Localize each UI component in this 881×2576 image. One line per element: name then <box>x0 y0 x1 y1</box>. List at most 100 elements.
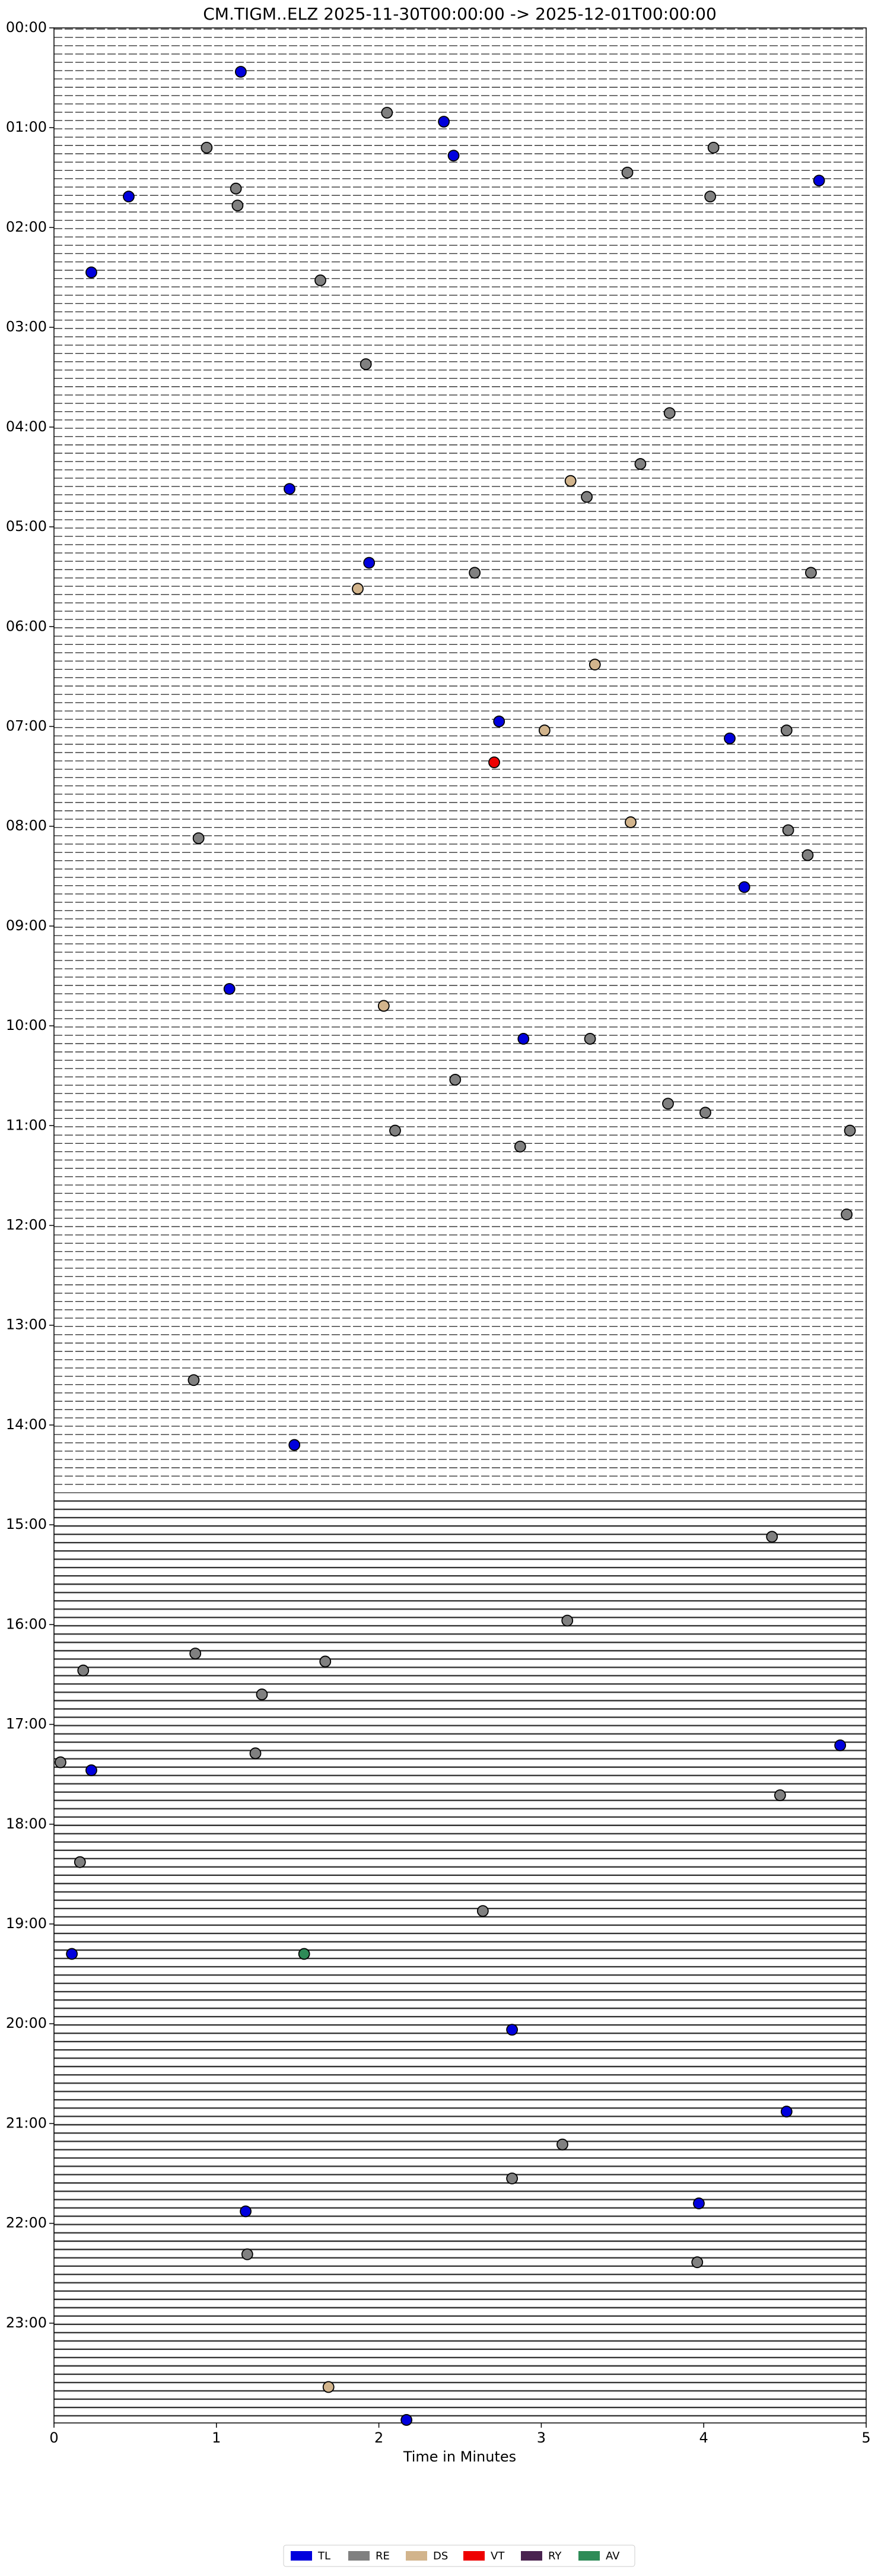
event-marker <box>766 1531 778 1543</box>
event-marker <box>322 2381 335 2393</box>
x-tick-label: 0 <box>49 2429 58 2446</box>
event-marker <box>288 1439 301 1451</box>
y-tick-label: 07:00 <box>6 717 47 734</box>
legend-swatch <box>406 2551 427 2561</box>
legend-label: RY <box>548 2550 562 2562</box>
legend-label: RE <box>376 2550 390 2562</box>
event-marker <box>514 1140 526 1153</box>
event-marker <box>85 1764 97 1776</box>
event-marker <box>240 2205 252 2218</box>
event-marker <box>707 141 720 154</box>
event-marker <box>469 567 481 579</box>
event-marker <box>230 182 242 195</box>
event-marker <box>841 1209 853 1220</box>
legend-swatch <box>521 2551 542 2561</box>
event-marker <box>581 491 593 503</box>
event-marker <box>780 2106 793 2118</box>
event-marker <box>493 715 505 727</box>
event-marker <box>223 982 236 995</box>
event-marker <box>844 1124 856 1137</box>
y-tick-label: 18:00 <box>6 1815 47 1832</box>
event-marker <box>699 1106 711 1119</box>
event-marker <box>834 1739 847 1751</box>
event-marker <box>813 174 825 187</box>
legend-label: AV <box>606 2550 620 2562</box>
x-tick-label: 2 <box>374 2429 383 2446</box>
event-marker <box>782 824 794 837</box>
event-marker <box>621 167 634 179</box>
event-marker <box>476 1905 489 1917</box>
event-marker <box>231 199 244 212</box>
event-marker <box>377 1000 390 1012</box>
event-marker <box>724 732 736 745</box>
y-tick-label: 09:00 <box>6 917 47 934</box>
event-marker <box>488 756 500 768</box>
event-marker <box>201 141 213 154</box>
y-tick-label: 03:00 <box>6 319 47 335</box>
event-marker <box>249 1747 262 1760</box>
event-marker <box>400 2414 413 2426</box>
event-marker <box>625 816 637 828</box>
event-marker <box>74 1856 86 1868</box>
x-axis-label: Time in Minutes <box>403 2448 516 2465</box>
event-marker <box>805 567 817 579</box>
y-tick-label: 04:00 <box>6 418 47 435</box>
event-marker <box>360 358 372 370</box>
event-marker <box>774 1789 786 1801</box>
event-marker <box>314 274 326 287</box>
event-marker <box>693 2197 705 2209</box>
event-marker <box>564 475 577 487</box>
event-marker <box>802 849 814 861</box>
event-marker <box>556 2138 568 2151</box>
x-tick-label: 4 <box>699 2429 708 2446</box>
y-tick-label: 06:00 <box>6 618 47 634</box>
event-marker <box>241 2248 253 2260</box>
y-tick-label: 21:00 <box>6 2114 47 2131</box>
event-marker <box>284 483 295 495</box>
event-marker <box>352 583 364 595</box>
legend-label: DS <box>433 2550 448 2562</box>
event-marker <box>123 190 135 203</box>
y-tick-label: 01:00 <box>6 119 47 135</box>
event-marker <box>438 116 450 128</box>
event-marker <box>66 1948 78 1960</box>
event-marker <box>234 66 247 78</box>
event-marker <box>691 2256 704 2269</box>
event-marker <box>662 1098 674 1110</box>
event-marker <box>584 1033 596 1045</box>
event-marker <box>256 1688 268 1700</box>
y-tick-label: 10:00 <box>6 1017 47 1033</box>
event-marker <box>381 107 393 119</box>
event-marker <box>447 150 460 162</box>
event-marker <box>589 659 601 671</box>
y-tick-label: 15:00 <box>6 1516 47 1532</box>
event-marker <box>506 2024 519 2036</box>
y-tick-label: 17:00 <box>6 1716 47 1732</box>
event-marker <box>780 724 793 737</box>
y-tick-label: 16:00 <box>6 1615 47 1632</box>
event-marker <box>538 724 551 737</box>
event-marker <box>85 266 97 279</box>
chart-title: CM.TIGM..ELZ 2025-11-30T00:00:00 -> 2025… <box>203 4 717 24</box>
event-marker <box>634 458 647 470</box>
event-marker <box>738 881 750 893</box>
legend-label: VT <box>491 2550 505 2562</box>
y-tick-label: 23:00 <box>6 2314 47 2331</box>
y-tick-label: 13:00 <box>6 1316 47 1333</box>
legend-swatch <box>348 2551 370 2561</box>
event-marker <box>704 190 717 203</box>
event-marker <box>517 1033 530 1045</box>
y-tick-label: 00:00 <box>6 19 47 36</box>
legend-box <box>283 2545 635 2567</box>
y-tick-label: 22:00 <box>6 2215 47 2231</box>
legend-swatch <box>291 2551 312 2561</box>
y-tick-label: 19:00 <box>6 1915 47 1932</box>
legend-swatch <box>463 2551 485 2561</box>
x-tick-label: 3 <box>537 2429 546 2446</box>
y-tick-label: 08:00 <box>6 818 47 834</box>
trace-lines <box>54 28 866 2417</box>
event-marker <box>189 1648 202 1660</box>
x-tick-label: 1 <box>212 2429 221 2446</box>
event-marker <box>298 1948 310 1960</box>
